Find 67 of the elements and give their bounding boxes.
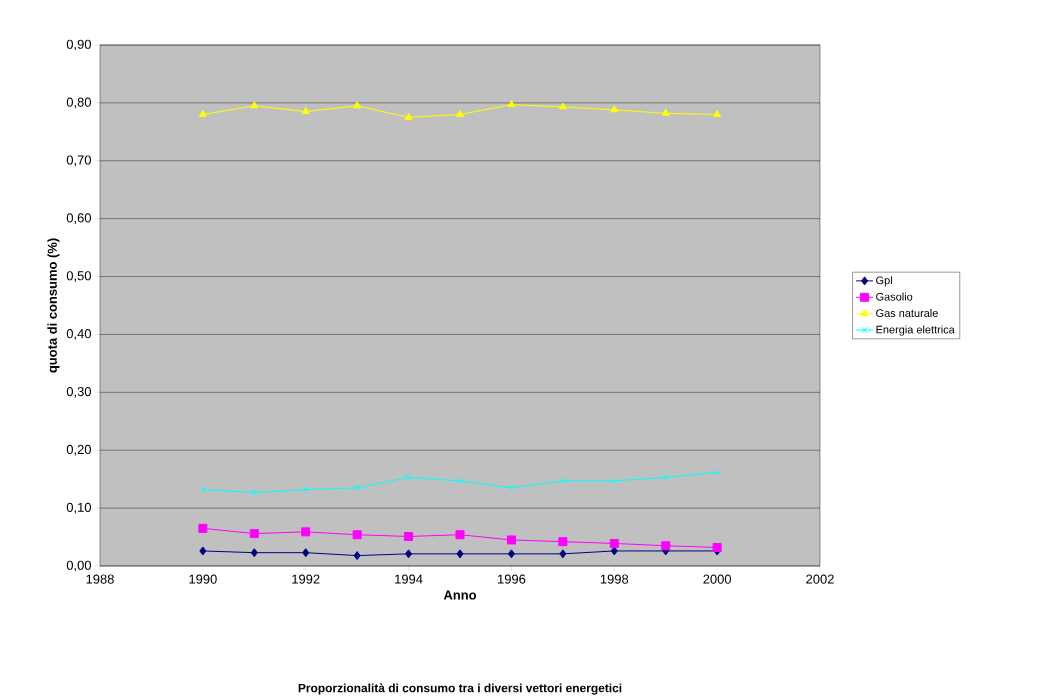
point [610,546,618,556]
x-tick-label: 1988 [86,574,114,584]
x-tick-label: 1998 [600,574,629,584]
point [610,105,619,113]
point [198,109,207,117]
point [559,549,567,559]
point [661,541,671,551]
point [199,546,207,556]
point [456,477,464,485]
x-axis-title: Anno [443,590,477,600]
point [713,468,721,476]
point [353,101,362,109]
point [662,474,670,481]
point [250,548,258,558]
point [352,530,362,540]
point [405,474,412,481]
point [249,529,259,539]
x-tick-label: 1996 [498,574,526,584]
point [559,477,567,485]
point [353,484,361,492]
point [199,486,207,493]
point [508,484,515,492]
point [507,549,515,559]
y-tick-label: 0,60 [66,213,91,225]
x-tick-label: 2000 [703,574,732,584]
x-tick-label: 1994 [395,574,423,584]
legend-label: Gasolio [876,292,913,301]
y-tick-label: 0,00 [66,560,91,572]
y-tick-label: 0,50 [66,271,91,282]
point [609,538,619,548]
point [302,548,310,558]
y-axis-title: quota di consumo (%) [47,238,60,373]
y-tick-label: 0,70 [66,155,91,167]
y-tick-label: 0,40 [66,329,91,340]
point [353,551,361,561]
y-tick-label: 0,90 [66,39,91,51]
y-tick-label: 0,10 [66,502,91,514]
point [250,101,259,109]
point [301,107,310,115]
legend-label: Gpl [876,276,892,287]
point [506,535,516,545]
legend-label: Energia elettrica [876,325,955,336]
point [610,477,618,485]
legend-label: Gas naturale [876,308,938,318]
point [456,109,464,117]
text: Proporzionalità di consumo tra i diversi vettori energetici [298,683,622,695]
point [661,108,670,116]
point [405,549,413,559]
x-tick-label: 1990 [189,574,217,584]
point [455,530,465,540]
point [302,486,310,493]
point [456,549,464,559]
point [558,537,568,547]
y-tick-label: 0,30 [66,386,91,398]
point [712,542,722,552]
point [507,100,516,108]
point [558,102,567,110]
point [404,112,413,120]
point [198,523,208,533]
y-tick-label: 0,20 [66,444,91,456]
point [301,527,311,537]
y-tick-label: 0,80 [66,97,91,109]
point [713,109,722,117]
point [250,489,258,496]
point [404,531,414,541]
x-tick-label: 2002 [806,574,834,584]
x-tick-label: 1992 [292,574,320,584]
